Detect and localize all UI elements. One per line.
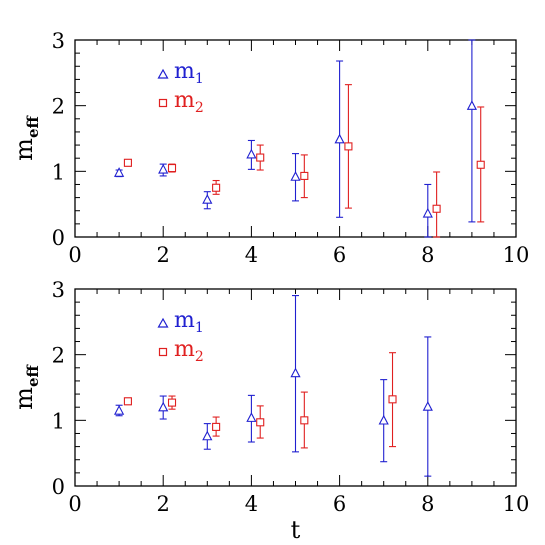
data-point-triangle bbox=[422, 401, 433, 411]
y-tick-label: 3 bbox=[52, 278, 65, 302]
data-point-triangle bbox=[422, 207, 433, 218]
data-point-square bbox=[256, 418, 265, 427]
x-tick-label: 8 bbox=[421, 243, 434, 267]
legend-label-m2: m2 bbox=[174, 337, 204, 365]
y-tick-label: 0 bbox=[52, 226, 65, 250]
legend-label-m2: m2 bbox=[174, 88, 204, 116]
data-point-square bbox=[123, 397, 132, 406]
data-point-square bbox=[167, 398, 177, 407]
legend-label-main: m bbox=[174, 337, 195, 362]
y-axis-label-main: m bbox=[10, 138, 38, 161]
x-tick-label: 2 bbox=[157, 243, 170, 267]
legend-square-marker bbox=[158, 98, 168, 108]
data-point-triangle bbox=[466, 100, 478, 110]
data-point-triangle bbox=[290, 171, 301, 181]
y-axis-label: meff bbox=[10, 364, 42, 410]
y-tick-label: 3 bbox=[52, 29, 65, 53]
y-tick-label: 1 bbox=[52, 409, 65, 433]
x-tick-label: 0 bbox=[68, 243, 81, 267]
data-point-square bbox=[476, 160, 485, 169]
legend-label-sub: 2 bbox=[195, 349, 204, 365]
x-tick-label: 6 bbox=[333, 243, 346, 267]
data-point-triangle bbox=[158, 163, 169, 174]
x-axis-label: t bbox=[291, 516, 301, 544]
y-axis-label-sub: eff bbox=[24, 364, 42, 388]
y-axis-label: meff bbox=[10, 115, 42, 161]
data-point-triangle bbox=[334, 133, 345, 144]
legend-label-sub: 1 bbox=[195, 320, 204, 336]
data-point-triangle bbox=[246, 148, 257, 159]
legend-label-sub: 1 bbox=[195, 71, 204, 87]
x-tick-label: 4 bbox=[245, 492, 258, 516]
legend-label-main: m bbox=[174, 59, 195, 84]
data-point-square bbox=[300, 416, 309, 425]
y-tick-label: 0 bbox=[52, 475, 65, 499]
data-point-triangle bbox=[113, 167, 125, 177]
data-point-square bbox=[167, 164, 177, 173]
legend-triangle-marker bbox=[157, 68, 169, 79]
legend-label-sub: 2 bbox=[195, 100, 204, 116]
data-point-square bbox=[300, 171, 309, 180]
y-tick-label: 2 bbox=[52, 95, 65, 119]
data-point-square bbox=[123, 158, 132, 167]
data-point-square bbox=[212, 422, 221, 431]
y-axis-label-main: m bbox=[10, 387, 38, 410]
x-tick-label: 8 bbox=[421, 492, 434, 516]
x-tick-label: 4 bbox=[245, 243, 258, 267]
x-tick-label: 6 bbox=[333, 492, 346, 516]
data-point-square bbox=[388, 395, 397, 404]
x-tick-label: 0 bbox=[68, 492, 81, 516]
data-point-square bbox=[344, 142, 353, 151]
legend-triangle-marker bbox=[157, 317, 169, 328]
data-point-triangle bbox=[202, 194, 213, 204]
legend-label-m1: m1 bbox=[174, 308, 204, 336]
data-point-triangle bbox=[378, 414, 389, 425]
data-point-triangle bbox=[202, 430, 213, 441]
legend-label-m1: m1 bbox=[174, 59, 204, 87]
data-point-triangle bbox=[158, 401, 169, 412]
data-point-triangle bbox=[290, 367, 301, 378]
data-point-triangle bbox=[113, 404, 125, 415]
x-tick-label: 2 bbox=[157, 492, 170, 516]
y-tick-label: 1 bbox=[52, 160, 65, 184]
data-point-square bbox=[212, 183, 221, 192]
y-axis-label-sub: eff bbox=[24, 115, 42, 139]
legend-label-main: m bbox=[174, 308, 195, 333]
legend-square-marker bbox=[158, 347, 168, 357]
x-tick-label: 10 bbox=[503, 492, 530, 516]
x-tick-label: 10 bbox=[503, 243, 530, 267]
data-point-square bbox=[256, 153, 265, 162]
plot-frame bbox=[74, 39, 517, 238]
data-point-square bbox=[432, 204, 441, 213]
legend-label-main: m bbox=[174, 88, 195, 113]
y-tick-label: 2 bbox=[52, 344, 65, 368]
data-point-triangle bbox=[246, 412, 257, 422]
